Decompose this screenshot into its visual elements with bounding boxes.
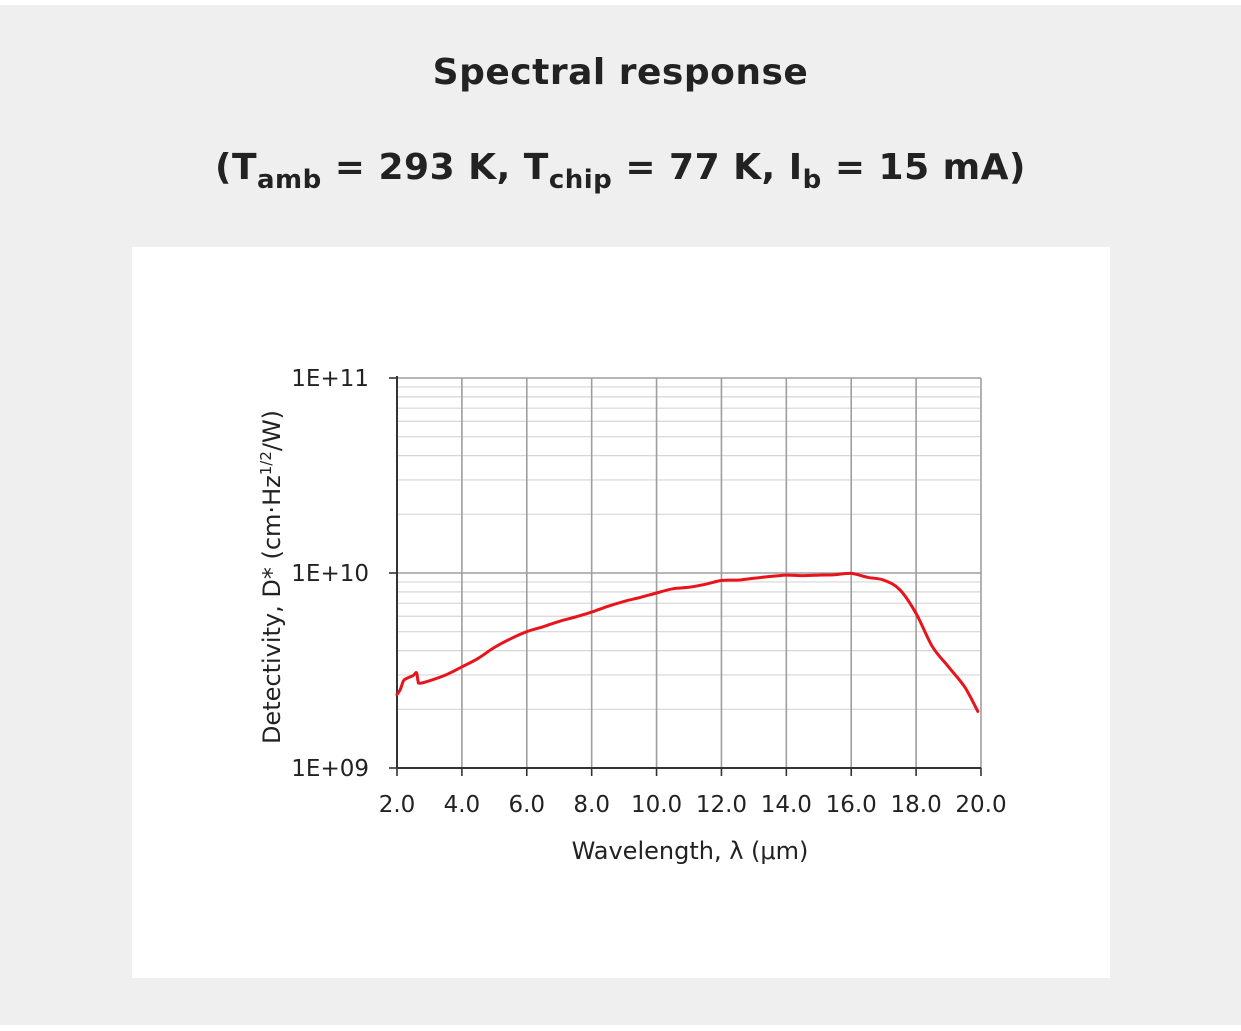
y-tick-label: 1E+09 [291, 756, 369, 782]
y-tick-label: 1E+11 [291, 366, 369, 392]
x-axis-label: Wavelength, λ (μm) [572, 837, 809, 865]
x-tick-label: 6.0 [508, 792, 545, 818]
y-axis-label-main: Detectivity, D* (cm·Hz [258, 475, 286, 744]
x-tick-label: 18.0 [891, 792, 942, 818]
x-tick-label: 20.0 [955, 792, 1006, 818]
subtitle-close-paren: ) [1009, 147, 1026, 188]
subtitle-t1-value: = 293 K, [321, 147, 524, 188]
subtitle-t2-value: = 77 K, [612, 147, 789, 188]
axis-layer [389, 376, 982, 776]
subtitle-t1-symbol: T [231, 147, 258, 188]
x-tick-label: 2.0 [379, 792, 416, 818]
x-tick-label: 12.0 [696, 792, 747, 818]
tick-label-layer: 1E+09 1E+10 1E+11 2.0 4.0 6.0 8.0 10.0 12.0 14.0 1… [291, 366, 1006, 818]
y-axis-label-superscript: 1/2 [257, 451, 275, 475]
x-tick-label: 8.0 [573, 792, 610, 818]
chart-subtitle: (Tamb = 293 K, Tchip = 77 K, Ib = 15 mA) [0, 147, 1241, 193]
x-tick-label: 16.0 [826, 792, 877, 818]
y-axis-label: Detectivity, D* (cm·Hz1/2/W) [257, 410, 286, 744]
x-tick-label: 4.0 [444, 792, 481, 818]
chart-svg: 1E+09 1E+10 1E+11 2.0 4.0 6.0 8.0 10.0 12.0 14.0 1… [257, 366, 1007, 865]
x-tick-label: 14.0 [761, 792, 812, 818]
y-axis-label-tail: /W) [258, 410, 286, 451]
subtitle-t2-sub: chip [548, 165, 613, 195]
subtitle-t1-sub: amb [257, 165, 322, 195]
chart-panel: 1E+09 1E+10 1E+11 2.0 4.0 6.0 8.0 10.0 12.0 14.0 1… [132, 247, 1110, 978]
subtitle-i-symbol: I [788, 147, 803, 188]
x-tick-label: 10.0 [631, 792, 682, 818]
subtitle-i-value: = 15 mA [821, 147, 1010, 188]
detectivity-series-line [395, 571, 980, 713]
grid-layer [396, 377, 982, 769]
page-background: Spectral response (Tamb = 293 K, Tchip =… [0, 5, 1241, 1025]
y-tick-label: 1E+10 [291, 561, 369, 587]
subtitle-open-paren: ( [215, 147, 232, 188]
series-layer [395, 571, 980, 713]
subtitle-i-sub: b [802, 165, 822, 195]
subtitle-t2-symbol: T [523, 147, 549, 188]
chart-title: Spectral response [432, 52, 809, 93]
